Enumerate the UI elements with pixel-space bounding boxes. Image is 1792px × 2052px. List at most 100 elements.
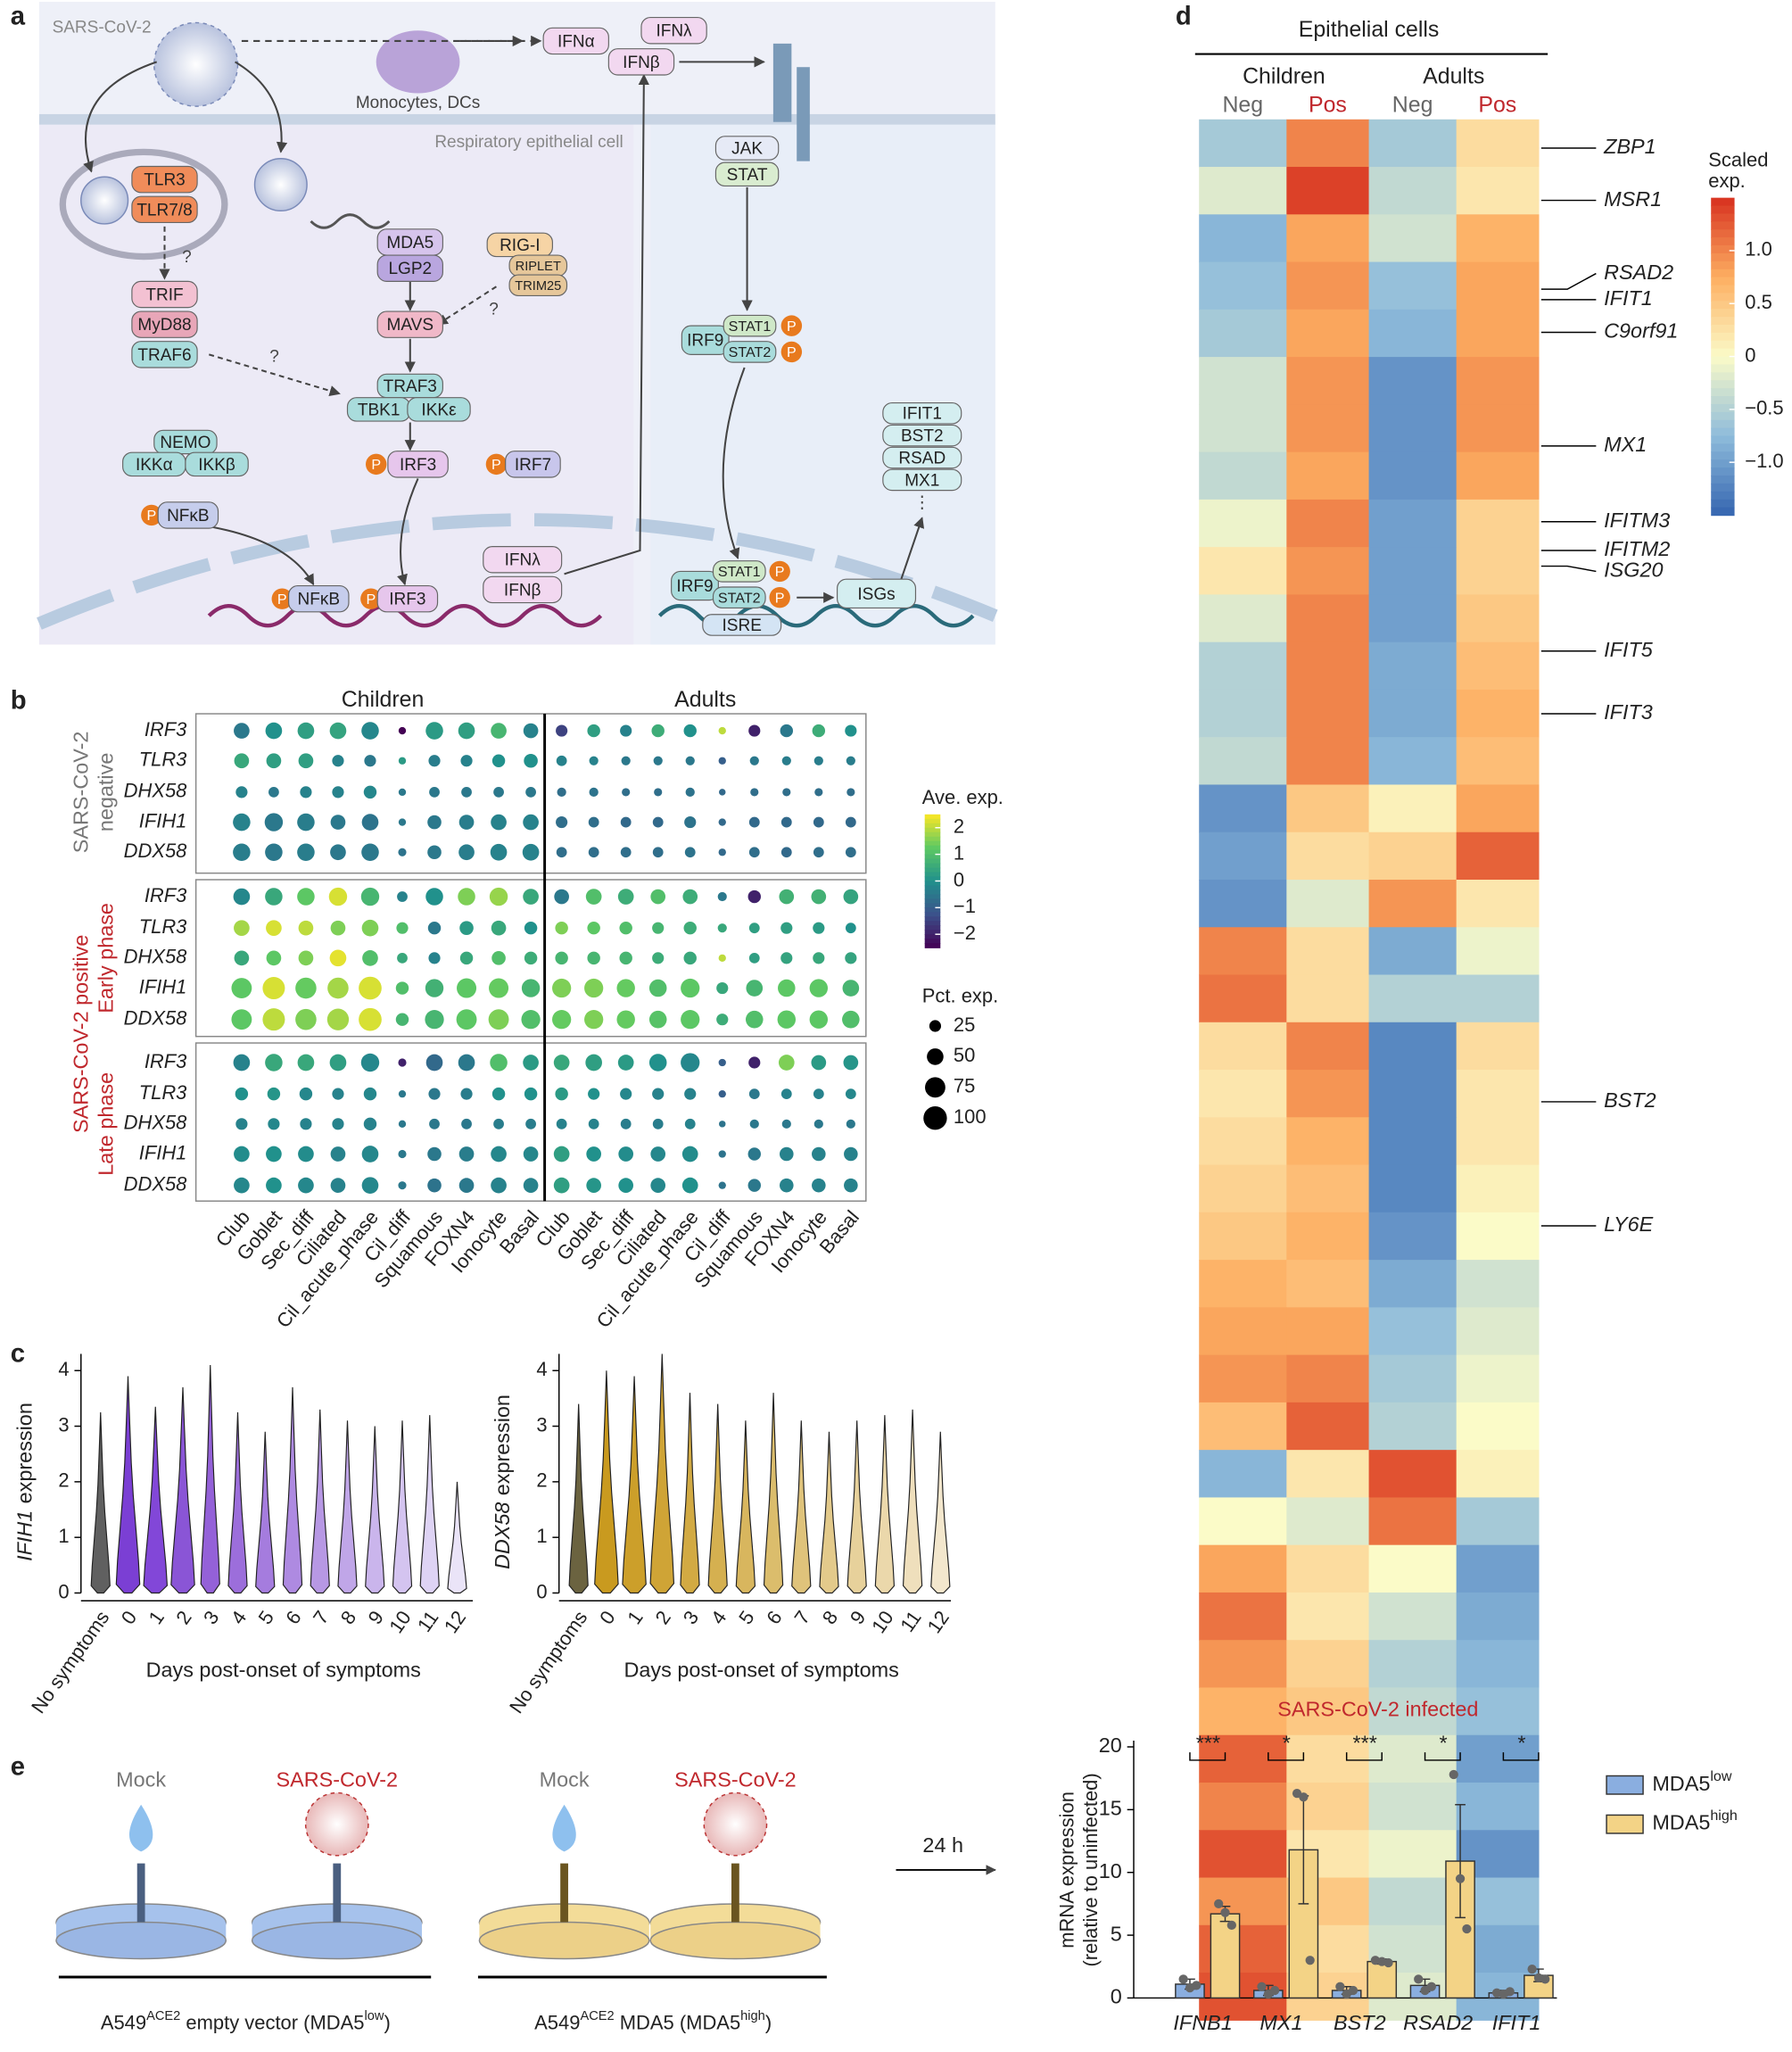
heatmap-cell <box>1456 1212 1540 1261</box>
heatmap-cell <box>1456 1307 1540 1356</box>
dot <box>332 786 344 798</box>
dot <box>777 1010 797 1029</box>
node-label: ISGs <box>857 585 895 604</box>
phospho-label: P <box>775 564 785 580</box>
dot <box>556 724 568 737</box>
dot <box>295 1008 317 1030</box>
x-tick-label: 5 <box>253 1607 277 1628</box>
colorbar-step <box>924 836 941 842</box>
dot <box>521 979 541 997</box>
dot <box>396 922 409 934</box>
dot <box>681 978 700 998</box>
heatmap-cell <box>1286 357 1370 405</box>
heatmap-cell <box>1286 1164 1370 1213</box>
dot <box>428 755 441 767</box>
dot <box>587 951 600 965</box>
dot <box>618 1146 634 1162</box>
heatmap-cell <box>1368 1450 1458 1499</box>
dot <box>718 757 726 765</box>
dot <box>429 786 440 798</box>
dot <box>589 787 599 797</box>
column-label: Neg <box>1222 93 1263 118</box>
violin <box>735 1420 756 1594</box>
violin <box>200 1364 220 1594</box>
receptor <box>797 67 810 161</box>
x-tick-label: 12 <box>923 1607 954 1637</box>
dot <box>619 951 632 965</box>
caption: A549ACE2 MDA5 (MDA5high) <box>534 2009 772 2034</box>
dot <box>748 724 761 737</box>
heatmap-cell <box>1199 1450 1287 1499</box>
dot <box>233 843 251 862</box>
dot <box>332 1118 344 1130</box>
dot <box>425 888 443 906</box>
x-tick-label: 5 <box>734 1607 758 1628</box>
dot <box>780 1088 792 1100</box>
heatmap-cell <box>1199 547 1287 596</box>
node-label: IFNα <box>557 32 595 51</box>
x-tick-label: 4 <box>227 1607 251 1628</box>
heatmap-cell <box>1368 880 1458 928</box>
panel-label: e <box>11 1751 25 1781</box>
phospho-label: P <box>366 592 376 608</box>
heatmap-cell <box>1368 214 1458 263</box>
node-box <box>288 584 350 613</box>
dot <box>363 1117 377 1131</box>
dot <box>427 815 442 830</box>
dot <box>398 818 407 826</box>
node-label: STAT2 <box>718 590 761 606</box>
heatmap-cell <box>1456 1117 1540 1166</box>
y-tick-label: 4 <box>58 1358 69 1380</box>
violin <box>282 1386 303 1594</box>
dot <box>329 949 347 967</box>
legend-swatch <box>1606 1814 1644 1834</box>
colorbar-step <box>924 849 941 856</box>
dot <box>846 788 855 797</box>
dot <box>842 1010 860 1029</box>
node-box <box>607 48 675 76</box>
dot <box>553 1055 570 1071</box>
dot <box>295 977 317 999</box>
diagram-text: ⋮ <box>913 493 930 512</box>
dot <box>361 1146 379 1163</box>
dot <box>326 1008 350 1030</box>
dot <box>458 888 475 906</box>
heatmap-cell <box>1199 1212 1287 1261</box>
y-tick-label: 20 <box>1099 1733 1122 1757</box>
heatmap-cell <box>1456 1734 1540 1783</box>
dot <box>648 1054 667 1072</box>
dot <box>588 847 599 858</box>
node-label: TRAF6 <box>137 346 191 365</box>
colorbar-step <box>1711 411 1735 421</box>
panel-label: b <box>11 686 27 716</box>
replicate-point <box>1299 1792 1309 1802</box>
node-box <box>157 501 219 529</box>
dot <box>745 1010 764 1029</box>
endosome <box>59 148 228 261</box>
colorbar-step <box>1711 507 1735 517</box>
heatmap-cell <box>1368 1497 1458 1546</box>
dot <box>523 1178 539 1193</box>
violin <box>365 1426 385 1594</box>
colorbar-tick-label: −2 <box>954 922 976 944</box>
heatmap-cell <box>1456 1544 1540 1593</box>
colorbar-step <box>1711 475 1735 484</box>
heatmap-cell <box>1286 119 1370 168</box>
dot <box>809 979 829 997</box>
dot <box>398 1089 407 1098</box>
colorbar-step <box>1711 245 1735 254</box>
dot <box>266 950 282 966</box>
legend-title: Ave. exp. <box>922 786 1003 808</box>
dot <box>456 1009 477 1030</box>
heatmap-cell <box>1286 1117 1370 1166</box>
replicate-point <box>1348 1985 1358 1996</box>
dot <box>398 1120 407 1128</box>
heatmap-cell <box>1456 832 1540 881</box>
node-label: TRAF3 <box>384 377 437 396</box>
dot <box>459 951 474 965</box>
dot <box>653 756 663 765</box>
size-key-label: 25 <box>954 1014 975 1036</box>
colorbar-step <box>924 881 941 887</box>
heatmap-cell <box>1286 1544 1370 1593</box>
dot <box>813 847 824 858</box>
